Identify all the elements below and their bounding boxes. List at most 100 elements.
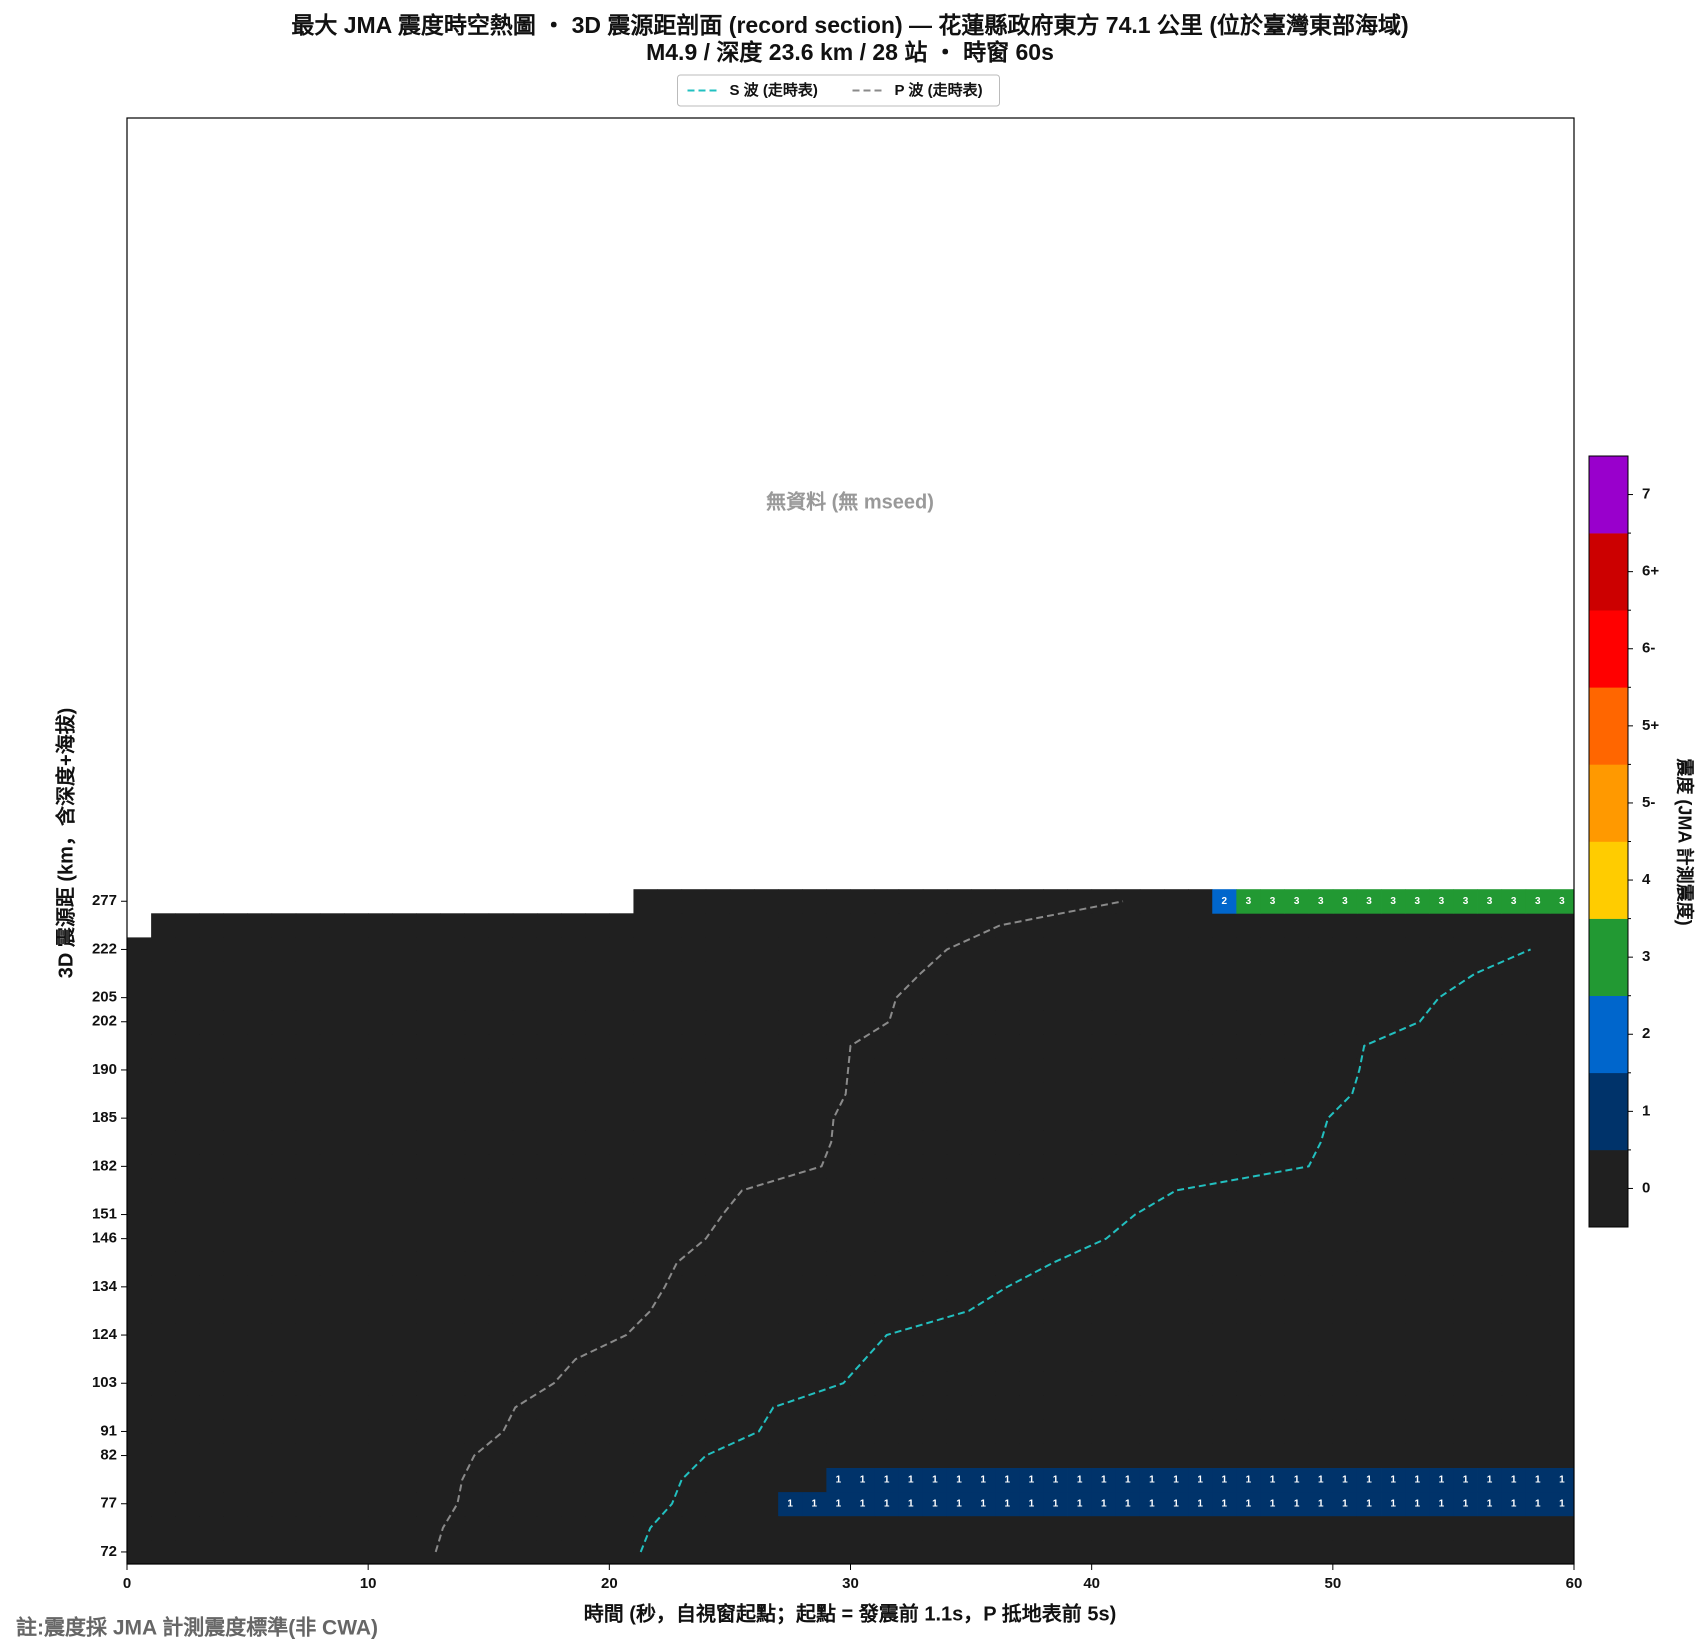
heatmap-cell <box>754 1033 779 1059</box>
heatmap-cell <box>585 1371 610 1396</box>
heatmap-cell <box>971 1419 996 1444</box>
heatmap-cell <box>127 1539 152 1565</box>
heatmap-cell <box>1236 1082 1261 1107</box>
heatmap-cell <box>1212 1323 1237 1348</box>
heatmap-cell <box>271 1467 297 1493</box>
heatmap-cell <box>1501 1274 1527 1300</box>
heatmap-cell <box>1188 1250 1213 1276</box>
heatmap-cell <box>151 1250 176 1276</box>
heatmap-cell <box>247 1539 273 1565</box>
heatmap-cell <box>416 1539 441 1565</box>
heatmap-cell <box>826 1082 851 1107</box>
heatmap-cell <box>1067 937 1093 962</box>
heatmap-cell <box>729 1371 755 1396</box>
heatmap-cell <box>1429 1371 1454 1396</box>
heatmap-cell <box>1212 913 1237 938</box>
heatmap-cell <box>319 1491 345 1517</box>
heatmap-cell <box>922 1033 948 1059</box>
heatmap-cell <box>995 1419 1020 1444</box>
heatmap-cell <box>1356 1323 1382 1348</box>
heatmap-cell <box>440 1539 466 1565</box>
heatmap-cell <box>1525 1274 1551 1300</box>
heatmap-cell <box>368 937 393 962</box>
heatmap-cell <box>754 1250 779 1276</box>
heatmap-cell <box>1356 1009 1382 1035</box>
heatmap-cell <box>416 1323 441 1348</box>
heatmap-cell <box>778 1491 803 1517</box>
heatmap-cell <box>971 1154 996 1179</box>
heatmap-cell <box>850 1298 876 1324</box>
cell-label: 1 <box>787 1498 793 1509</box>
heatmap-cell <box>512 1515 538 1541</box>
heatmap-cell <box>1091 1298 1117 1324</box>
heatmap-cell <box>585 1106 610 1131</box>
heatmap-cell <box>464 913 490 938</box>
cell-label: 3 <box>1535 896 1541 907</box>
heatmap-cell <box>1067 1082 1093 1107</box>
heatmap-cell <box>1356 1130 1382 1155</box>
heatmap-cell <box>1356 1106 1382 1131</box>
heatmap-cell <box>512 1467 538 1493</box>
heatmap-cell <box>1139 1082 1165 1107</box>
heatmap-cell <box>657 1009 683 1035</box>
heatmap-cell <box>898 1106 924 1131</box>
heatmap-cell <box>512 1539 538 1565</box>
heatmap-cell <box>995 889 1020 914</box>
heatmap-cell <box>826 1491 851 1517</box>
heatmap-cell <box>1019 1009 1044 1035</box>
heatmap-cell <box>151 1515 176 1541</box>
heatmap-cell <box>971 1033 996 1059</box>
heatmap-cell <box>1260 1323 1285 1348</box>
heatmap-cell <box>440 1515 466 1541</box>
heatmap-cell <box>971 1057 996 1083</box>
heatmap-cell <box>1405 1226 1430 1252</box>
heatmap-cell <box>1525 889 1551 914</box>
heatmap-cell <box>247 1082 273 1107</box>
heatmap-cell <box>729 961 755 986</box>
heatmap-cell <box>247 1371 273 1396</box>
heatmap-cell <box>754 1106 779 1131</box>
colorbar-segment <box>1589 841 1628 919</box>
heatmap-cell <box>1549 1130 1575 1155</box>
heatmap-cell <box>705 1323 731 1348</box>
heatmap-cell <box>512 1009 538 1035</box>
heatmap-cell <box>1043 889 1068 914</box>
heatmap-cell <box>1332 1057 1358 1083</box>
heatmap-cell <box>1501 1371 1527 1396</box>
heatmap-cell <box>633 937 658 962</box>
heatmap-cell <box>729 985 755 1011</box>
heatmap-cell <box>874 985 900 1011</box>
heatmap-cell <box>1429 889 1454 914</box>
heatmap-cell <box>633 1443 658 1468</box>
heatmap-cell <box>127 1106 152 1131</box>
heatmap-cell <box>392 1419 417 1444</box>
heatmap-cell <box>175 1130 200 1155</box>
heatmap-cell <box>1308 1178 1334 1203</box>
y-axis-label: 3D 震源距 (km，含深度+海拔) <box>53 708 77 979</box>
heatmap-cell <box>826 1395 851 1420</box>
heatmap-cell <box>175 1082 200 1107</box>
heatmap-cell <box>729 1250 755 1276</box>
heatmap-cell <box>802 1539 827 1565</box>
heatmap-cell <box>127 985 152 1011</box>
heatmap-cell <box>705 937 731 962</box>
heatmap-cell <box>922 889 948 914</box>
heatmap-cell <box>585 1298 610 1324</box>
heatmap-cell <box>1356 1515 1382 1541</box>
heatmap-cell <box>151 1057 176 1083</box>
heatmap-cell <box>609 1250 634 1276</box>
heatmap-cell <box>1091 1250 1117 1276</box>
heatmap-cell <box>1212 1226 1237 1252</box>
heatmap-cell <box>1043 913 1068 938</box>
heatmap-cell <box>609 1202 634 1227</box>
heatmap-cell <box>802 1033 827 1059</box>
heatmap-cell <box>874 913 900 938</box>
heatmap-cell <box>826 937 851 962</box>
heatmap-cell <box>1164 1395 1189 1420</box>
heatmap-cell <box>488 1539 514 1565</box>
heatmap-cell <box>1477 1371 1503 1396</box>
y-tick-label: 134 <box>92 1278 118 1295</box>
heatmap-cell <box>1308 1033 1334 1059</box>
cell-label: 1 <box>956 1474 962 1485</box>
heatmap-cell <box>368 1250 393 1276</box>
